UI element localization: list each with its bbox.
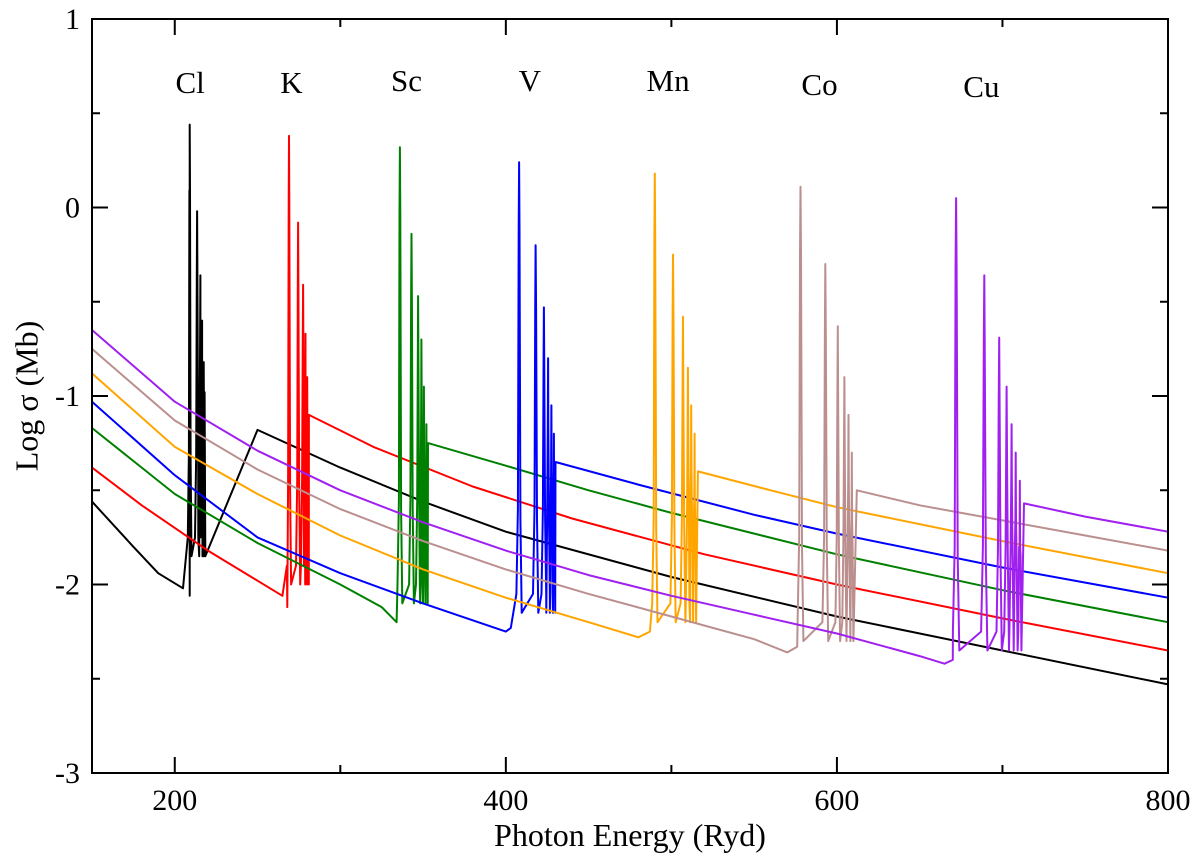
y-tick-label: 0 (65, 192, 80, 225)
x-tick-label: 600 (814, 784, 859, 817)
x-tick-label: 200 (152, 784, 197, 817)
y-tick-label: -1 (55, 380, 80, 413)
x-axis-title: Photon Energy (Ryd) (494, 817, 766, 853)
series-line-cl (91, 123, 1169, 686)
series-line-v (91, 161, 1169, 633)
series-layer (91, 123, 1169, 686)
element-label-layer: Cl K Sc V Mn Co Cu (175, 63, 999, 104)
series-line-co (91, 185, 1169, 654)
y-tick-label: -3 (55, 757, 80, 790)
y-axis-title: Log σ (Mb) (8, 321, 44, 472)
x-tick-label: 800 (1146, 784, 1191, 817)
series-line-mn (91, 172, 1169, 639)
element-label-sc: Sc (391, 63, 422, 98)
element-label-v: V (519, 63, 542, 98)
y-tick-label: 1 (65, 3, 80, 36)
y-tick-label: -2 (55, 569, 80, 602)
axes-layer: 200 400 600 800 1 0 -1 -2 -3 (55, 3, 1191, 817)
element-label-co: Co (801, 67, 837, 102)
series-line-sc (91, 146, 1169, 624)
series-line-cu (91, 197, 1169, 665)
x-tick-label: 400 (483, 784, 528, 817)
element-label-mn: Mn (647, 63, 691, 98)
element-label-cu: Cu (963, 69, 999, 104)
series-line-k (91, 134, 1169, 652)
element-label-k: K (280, 65, 303, 100)
element-label-cl: Cl (175, 65, 204, 100)
